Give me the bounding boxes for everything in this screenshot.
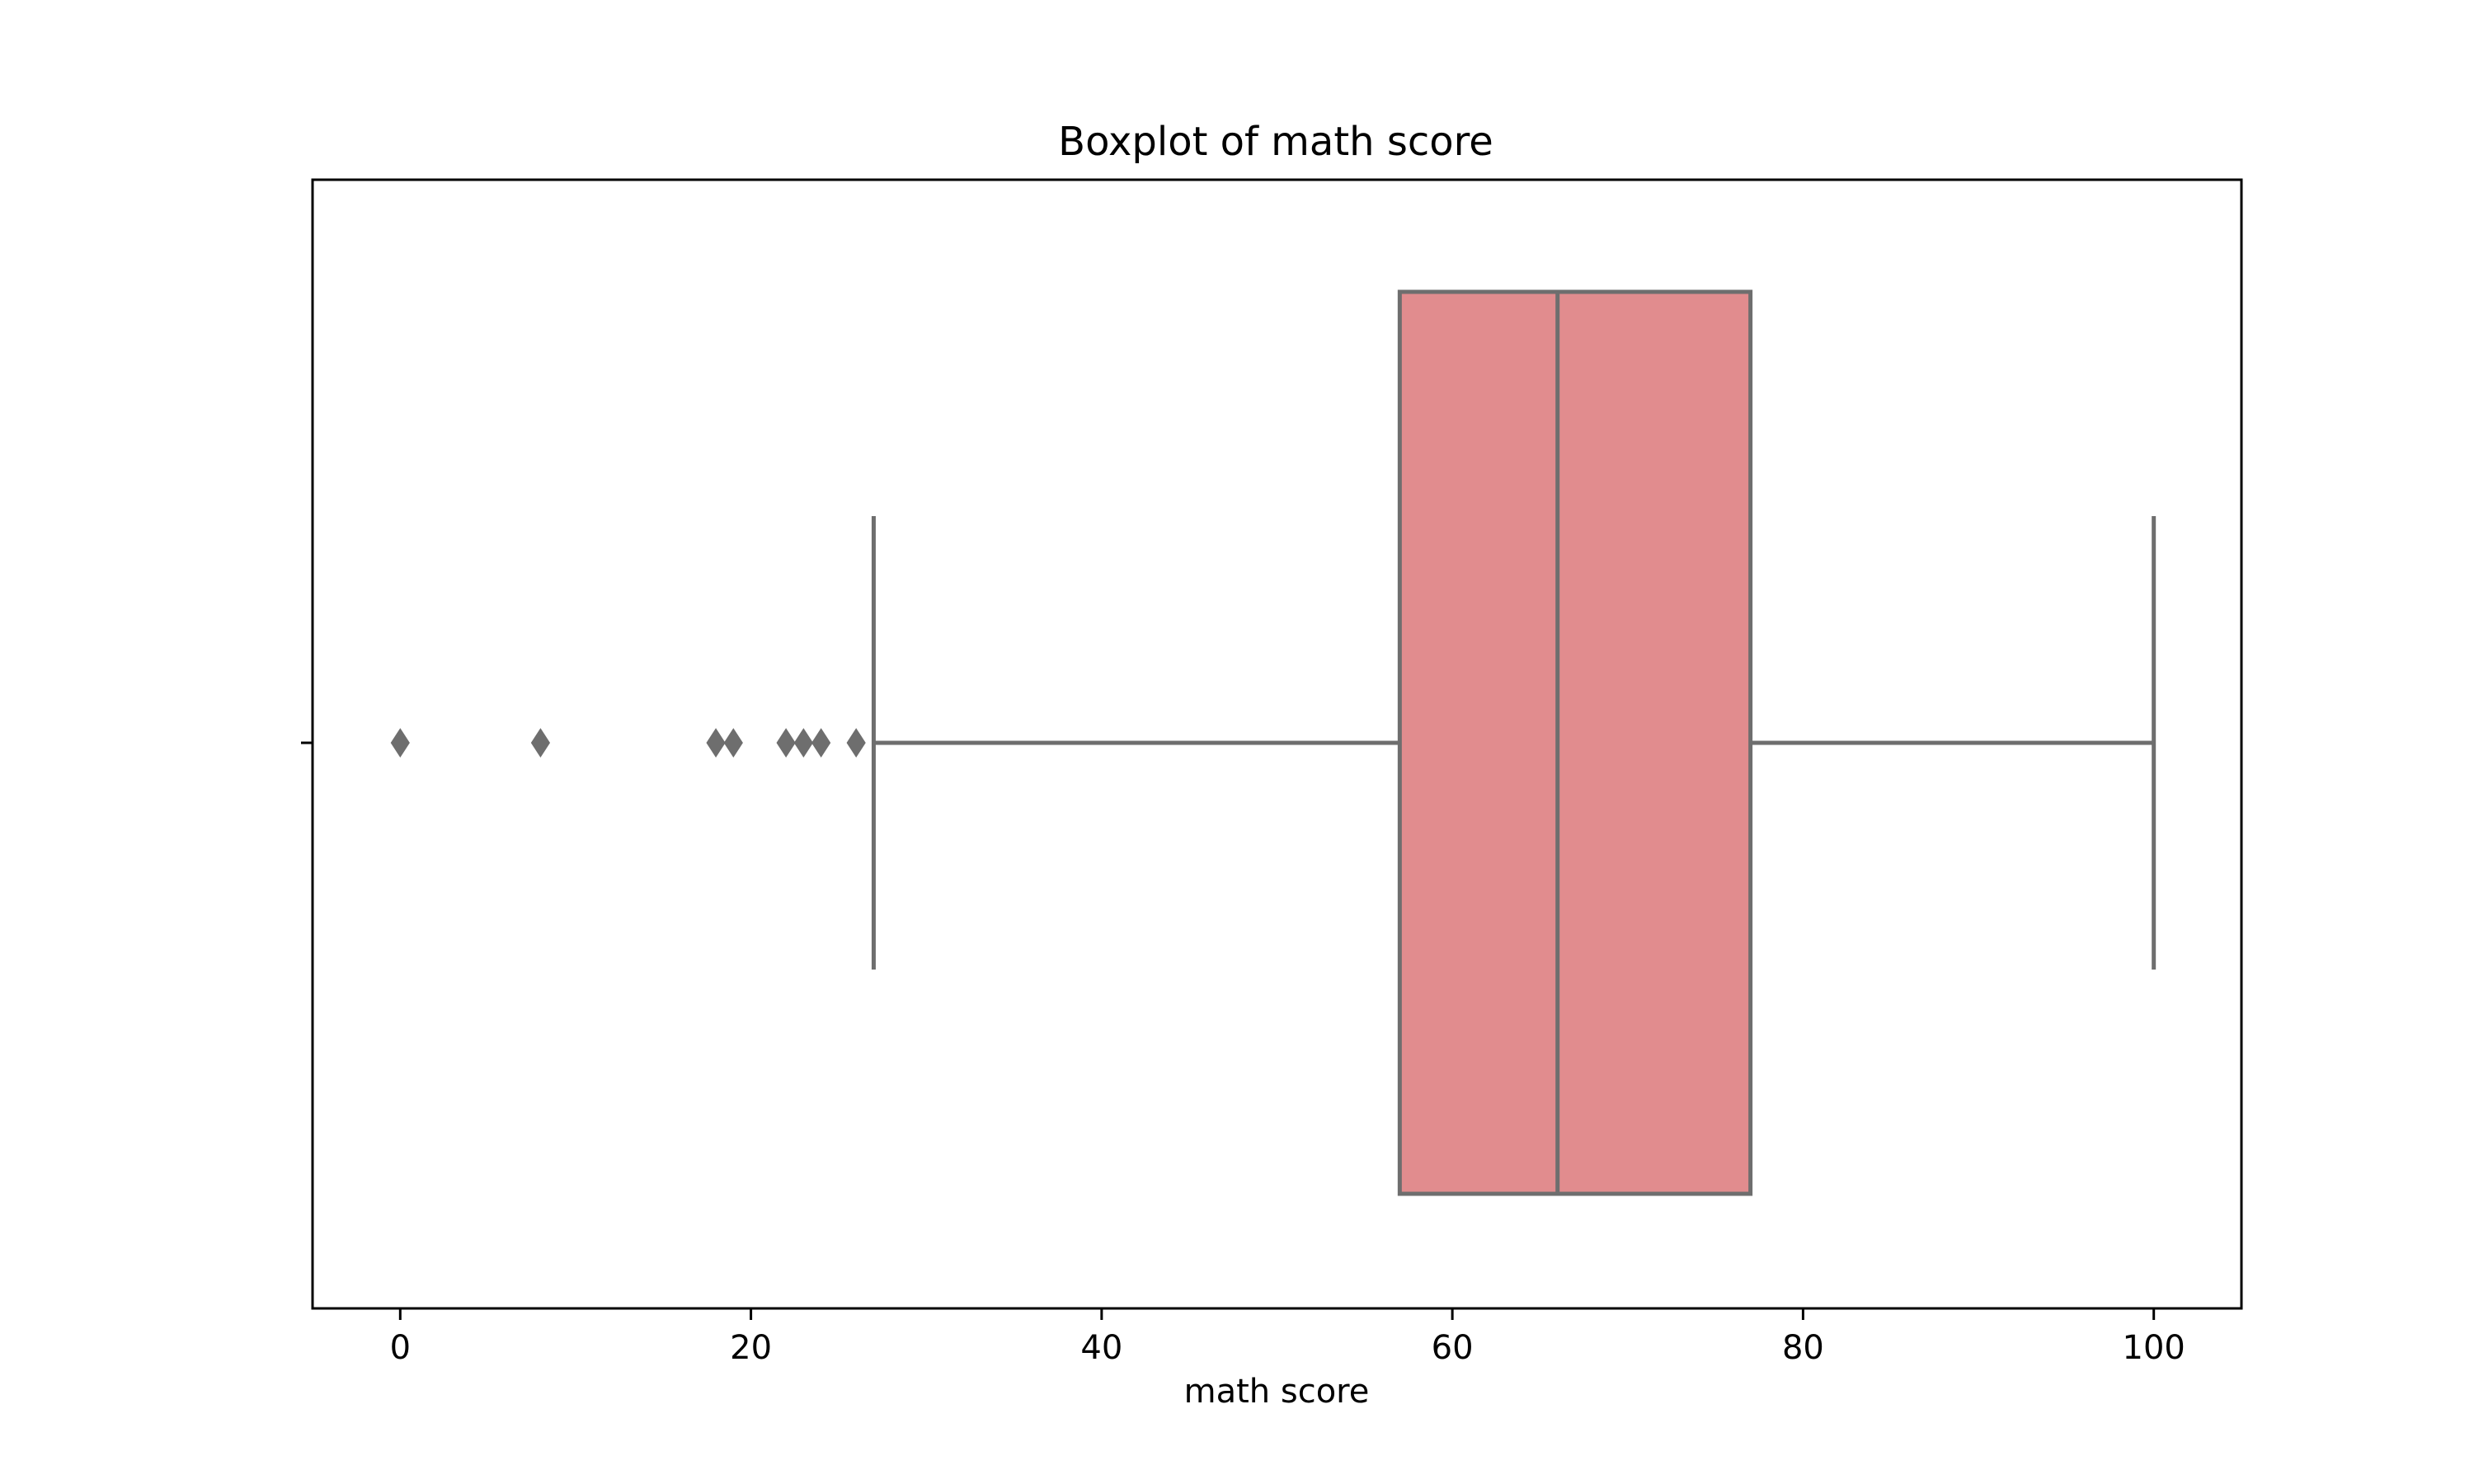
outlier-point	[846, 728, 866, 758]
iqr-box	[1397, 289, 1753, 1196]
outlier-point	[793, 728, 813, 758]
x-axis: 0 20 40 60 80 100	[301, 741, 2185, 1367]
x-tick-label: 100	[2123, 1329, 2185, 1367]
outlier-point	[776, 728, 796, 758]
outlier-point	[811, 728, 831, 758]
x-axis-label: math score	[1184, 1373, 1370, 1411]
x-tick-label: 40	[1080, 1329, 1122, 1367]
x-tick-label: 60	[1432, 1329, 1474, 1367]
outlier-point	[723, 728, 743, 758]
outlier-point	[706, 728, 726, 758]
chart-title: Boxplot of math score	[1058, 119, 1493, 165]
x-tick-label: 80	[1782, 1329, 1824, 1367]
outlier-point	[390, 728, 410, 758]
x-tick-label: 0	[390, 1329, 411, 1367]
plot-area	[390, 289, 2157, 1196]
outlier-point	[530, 728, 551, 758]
x-tick-label: 20	[730, 1329, 772, 1367]
